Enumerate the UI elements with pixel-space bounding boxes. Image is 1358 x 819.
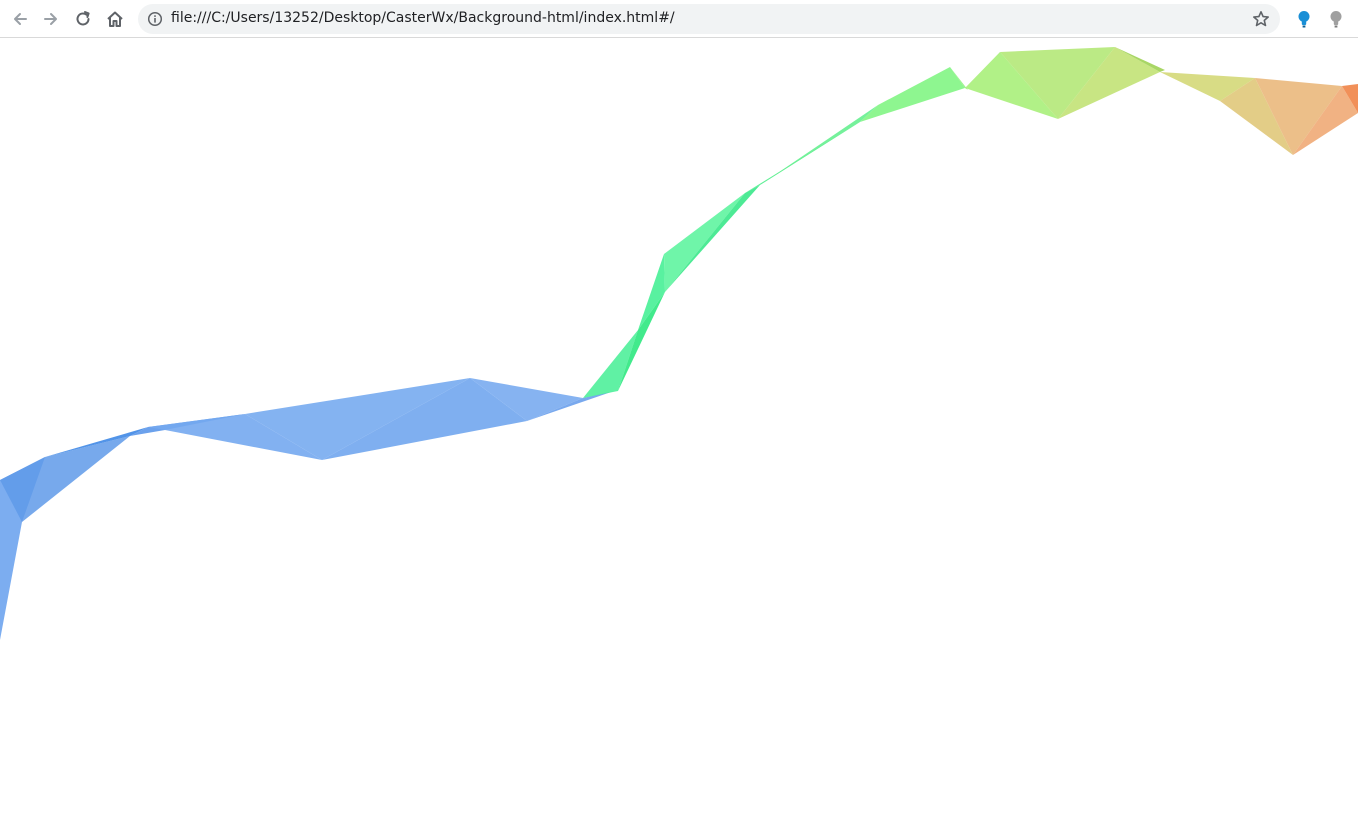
arrow-left-icon (14, 13, 27, 25)
ribbon-background-graphic (0, 47, 1358, 640)
ribbon-facet (965, 52, 1058, 119)
ribbon-facet (860, 67, 965, 122)
address-bar[interactable]: file:///C:/Users/13252/Desktop/CasterWx/… (138, 4, 1280, 34)
ribbon-facet (470, 378, 583, 421)
ribbon-facet (148, 414, 322, 460)
ribbon-facet (245, 378, 470, 460)
ribbon-facet (45, 427, 148, 457)
ribbon-facet (1255, 78, 1342, 155)
info-icon[interactable] (147, 11, 163, 27)
arrow-right-icon (44, 13, 57, 25)
ribbon-facet (664, 193, 745, 292)
ribbon-facet (1058, 47, 1160, 119)
browser-toolbar: file:///C:/Users/13252/Desktop/CasterWx/… (0, 0, 1358, 38)
ribbon-facet (0, 457, 45, 640)
home-button[interactable] (103, 7, 127, 31)
ribbon-facet (950, 67, 968, 90)
ribbon-facet (322, 378, 527, 460)
ribbon-facet (583, 330, 638, 398)
ribbon-facet (638, 254, 665, 330)
ribbon-facet (1115, 47, 1165, 72)
ribbon-facet (1160, 72, 1255, 101)
ribbon-facet (665, 185, 760, 292)
forward-button[interactable] (39, 7, 63, 31)
url-text[interactable]: file:///C:/Users/13252/Desktop/CasterWx/… (171, 10, 675, 26)
back-button[interactable] (8, 7, 32, 31)
ribbon-facet (760, 105, 878, 185)
home-icon (107, 11, 123, 27)
ribbon-facet (1000, 47, 1115, 119)
lightbulb-icon[interactable] (1326, 9, 1346, 29)
ribbon-facet (527, 391, 614, 421)
page-canvas (0, 39, 1358, 819)
ribbon-facet (1220, 78, 1293, 155)
reload-button[interactable] (71, 7, 95, 31)
lightbulb-icon[interactable] (1294, 9, 1314, 29)
ribbon-facet (0, 436, 130, 522)
ribbon-facet (1293, 86, 1358, 155)
star-icon[interactable] (1252, 10, 1270, 28)
ribbon-facet (1342, 84, 1358, 113)
reload-icon (76, 11, 90, 26)
ribbon-facet (618, 292, 665, 391)
